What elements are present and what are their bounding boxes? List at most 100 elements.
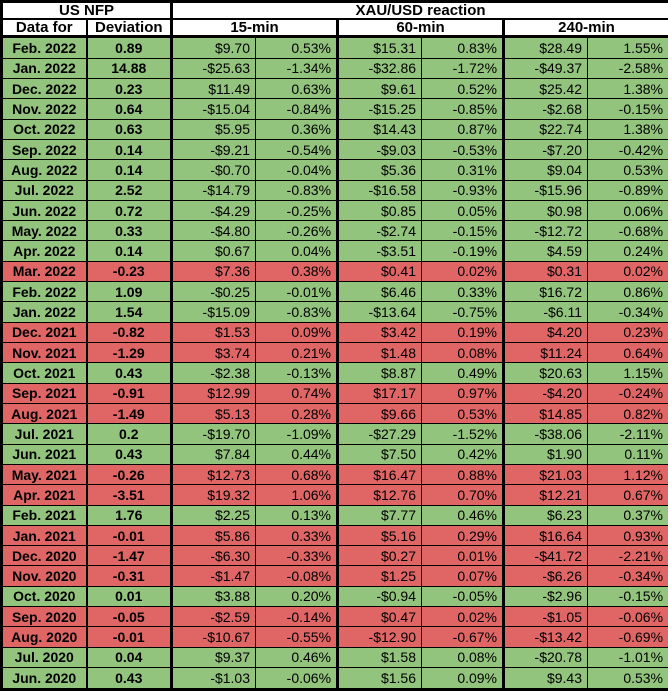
m60-usd-cell: $12.76 xyxy=(337,484,423,506)
m15-usd-cell: $0.67 xyxy=(171,240,257,262)
deviation-cell: -0.05 xyxy=(85,606,174,628)
m15-usd-cell: $7.84 xyxy=(171,443,257,465)
month-cell: May. 2022 xyxy=(1,220,87,242)
m240-pct-cell: 1.38% xyxy=(587,118,668,140)
m15-pct-cell: -1.34% xyxy=(255,57,340,79)
month-cell: Jul. 2022 xyxy=(1,179,87,201)
deviation-cell: -0.26 xyxy=(85,463,174,486)
m15-usd-cell: $11.49 xyxy=(171,77,257,100)
m240-usd-cell: -$7.20 xyxy=(503,138,589,161)
m240-pct-cell: 0.37% xyxy=(587,504,668,526)
m15-usd-cell: -$14.79 xyxy=(171,179,257,201)
m60-pct-cell: 0.46% xyxy=(421,504,506,526)
m15-pct-cell: 0.68% xyxy=(255,463,340,486)
table-row: Feb. 2021 1.76 $2.25 0.13% $7.77 0.46% $… xyxy=(1,504,668,526)
m240-pct-cell: 0.93% xyxy=(587,524,668,547)
m240-pct-cell: 1.38% xyxy=(587,77,668,100)
table-row: Oct. 2022 0.63 $5.95 0.36% $14.43 0.87% … xyxy=(1,118,668,140)
deviation-cell: 0.23 xyxy=(85,77,174,100)
table-row: Feb. 2022 1.09 -$0.25 -0.01% $6.46 0.33%… xyxy=(1,281,668,303)
m240-usd-cell: $21.03 xyxy=(503,463,589,486)
deviation-cell: 1.76 xyxy=(85,504,174,526)
deviation-cell: -1.47 xyxy=(85,545,174,567)
m15-pct-cell: 0.63% xyxy=(255,77,340,100)
m240-pct-cell: -0.68% xyxy=(587,220,668,242)
deviation-cell: 0.33 xyxy=(85,220,174,242)
m60-pct-cell: -0.05% xyxy=(421,585,506,608)
m240-usd-cell: -$4.20 xyxy=(503,382,589,404)
m240-pct-cell: 0.82% xyxy=(587,402,668,425)
m15-usd-cell: -$6.30 xyxy=(171,545,257,567)
m240-usd-cell: $12.21 xyxy=(503,484,589,506)
month-cell: Jun. 2020 xyxy=(1,667,87,690)
table-row: Jul. 2021 0.2 -$19.70 -1.09% -$27.29 -1.… xyxy=(1,423,668,445)
m240-usd-cell: $6.23 xyxy=(503,504,589,526)
m60-pct-cell: 0.97% xyxy=(421,382,506,404)
m60-usd-cell: $0.47 xyxy=(337,606,423,628)
table-row: Dec. 2022 0.23 $11.49 0.63% $9.61 0.52% … xyxy=(1,77,668,100)
m60-usd-cell: $9.61 xyxy=(337,77,423,100)
m15-usd-cell: -$10.67 xyxy=(171,626,257,648)
m240-pct-cell: -0.42% xyxy=(587,138,668,161)
m240-pct-cell: -2.11% xyxy=(587,423,668,445)
m240-pct-cell: 0.67% xyxy=(587,484,668,506)
m240-usd-cell: $28.49 xyxy=(503,36,589,59)
m240-pct-cell: -0.06% xyxy=(587,606,668,628)
m240-pct-cell: 0.86% xyxy=(587,281,668,303)
timeframe-15min-header: 15-min xyxy=(171,18,340,38)
table-row: Oct. 2020 0.01 $3.88 0.20% -$0.94 -0.05%… xyxy=(1,585,668,608)
table-row: Aug. 2021 -1.49 $5.13 0.28% $9.66 0.53% … xyxy=(1,402,668,425)
m60-pct-cell: 0.07% xyxy=(421,565,506,587)
m240-usd-cell: -$15.96 xyxy=(503,179,589,201)
m240-pct-cell: 0.23% xyxy=(587,321,668,344)
m15-pct-cell: -0.01% xyxy=(255,281,340,303)
m240-pct-cell: 0.53% xyxy=(587,667,668,690)
table-row: Oct. 2021 0.43 -$2.38 -0.13% $8.87 0.49%… xyxy=(1,362,668,384)
m15-usd-cell: $5.86 xyxy=(171,524,257,547)
m15-pct-cell: -0.06% xyxy=(255,667,340,690)
m240-usd-cell: $0.98 xyxy=(503,199,589,222)
m15-usd-cell: $5.13 xyxy=(171,402,257,425)
deviation-cell: -0.82 xyxy=(85,321,174,344)
m60-pct-cell: 0.01% xyxy=(421,545,506,567)
m60-usd-cell: -$13.64 xyxy=(337,301,423,323)
table-row: Sep. 2022 0.14 -$9.21 -0.54% -$9.03 -0.5… xyxy=(1,138,668,161)
m240-usd-cell: $20.63 xyxy=(503,362,589,384)
m240-usd-cell: $9.43 xyxy=(503,667,589,690)
xauusd-reaction-header: XAU/USD reaction xyxy=(171,1,668,20)
month-cell: Feb. 2022 xyxy=(1,281,87,303)
m60-usd-cell: -$32.86 xyxy=(337,57,423,79)
m15-usd-cell: -$19.70 xyxy=(171,423,257,445)
m15-pct-cell: 0.28% xyxy=(255,402,340,425)
m240-usd-cell: -$49.37 xyxy=(503,57,589,79)
m60-usd-cell: $5.36 xyxy=(337,159,423,181)
deviation-cell: 0.43 xyxy=(85,667,174,690)
table-row: Jan. 2021 -0.01 $5.86 0.33% $5.16 0.29% … xyxy=(1,524,668,547)
month-cell: Jun. 2022 xyxy=(1,199,87,222)
m60-usd-cell: $15.31 xyxy=(337,36,423,59)
m240-usd-cell: $11.24 xyxy=(503,342,589,364)
month-cell: Aug. 2022 xyxy=(1,159,87,181)
deviation-cell: 1.09 xyxy=(85,281,174,303)
deviation-cell: 0.72 xyxy=(85,199,174,222)
m60-pct-cell: -1.72% xyxy=(421,57,506,79)
m15-pct-cell: -0.54% xyxy=(255,138,340,161)
m240-pct-cell: 0.53% xyxy=(587,159,668,181)
table-row: Dec. 2020 -1.47 -$6.30 -0.33% $0.27 0.01… xyxy=(1,545,668,567)
m240-usd-cell: $16.72 xyxy=(503,281,589,303)
m60-usd-cell: $7.50 xyxy=(337,443,423,465)
table-row: Jan. 2022 1.54 -$15.09 -0.83% -$13.64 -0… xyxy=(1,301,668,323)
table-row: Apr. 2021 -3.51 $19.32 1.06% $12.76 0.70… xyxy=(1,484,668,506)
table-row: Dec. 2021 -0.82 $1.53 0.09% $3.42 0.19% … xyxy=(1,321,668,344)
m60-usd-cell: $0.27 xyxy=(337,545,423,567)
m15-usd-cell: -$1.47 xyxy=(171,565,257,587)
deviation-cell: 0.64 xyxy=(85,98,174,120)
deviation-cell: -0.23 xyxy=(85,260,174,283)
month-cell: Mar. 2022 xyxy=(1,260,87,283)
m240-usd-cell: $9.04 xyxy=(503,159,589,181)
m15-usd-cell: $9.37 xyxy=(171,646,257,669)
m15-usd-cell: -$0.70 xyxy=(171,159,257,181)
m240-pct-cell: 0.64% xyxy=(587,342,668,364)
m60-pct-cell: 0.19% xyxy=(421,321,506,344)
